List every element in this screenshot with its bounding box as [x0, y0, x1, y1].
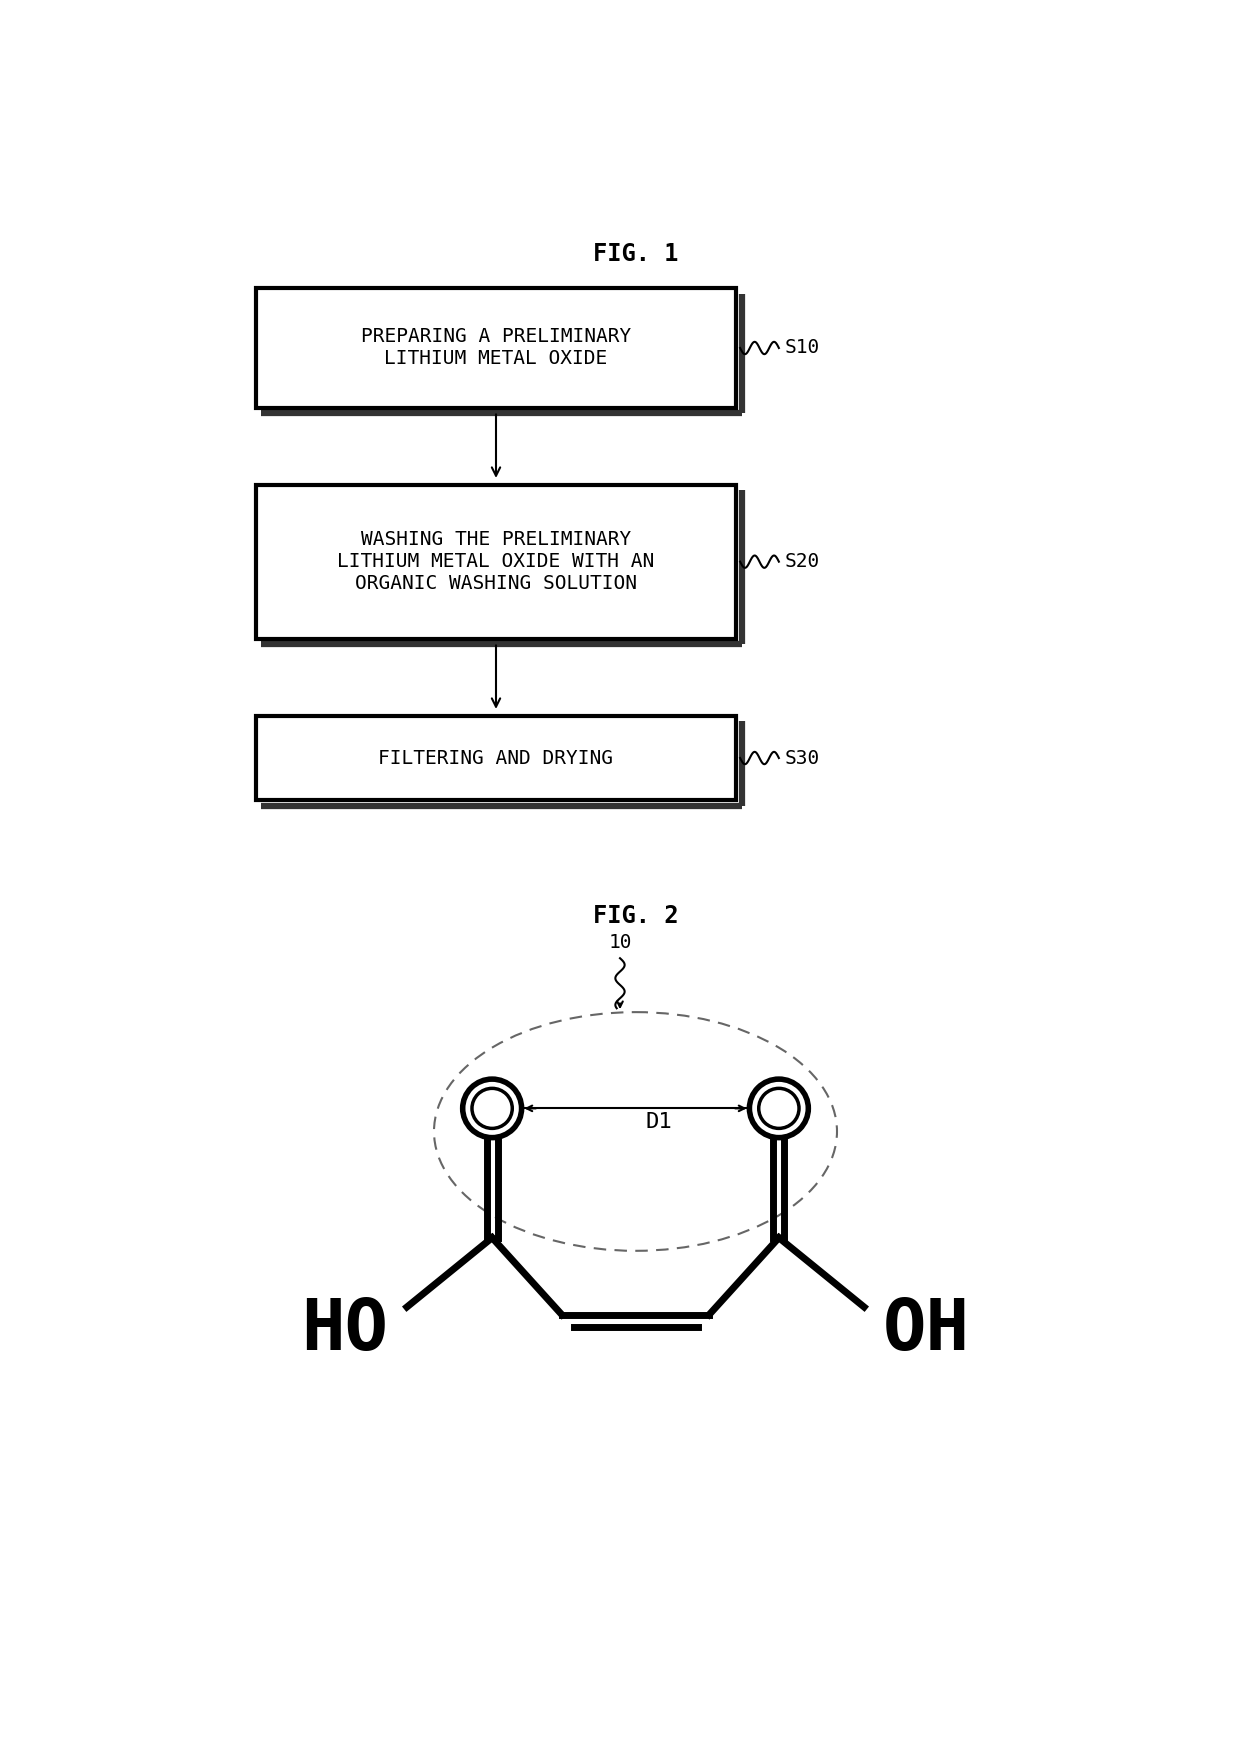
Bar [255, 484, 737, 639]
Circle shape [463, 1079, 522, 1138]
Text: PREPARING A PRELIMINARY
LITHIUM METAL OXIDE: PREPARING A PRELIMINARY LITHIUM METAL OX… [361, 328, 631, 368]
Text: HO: HO [301, 1296, 388, 1365]
Text: 10: 10 [609, 933, 631, 953]
Text: OH: OH [883, 1296, 970, 1365]
Text: FILTERING AND DRYING: FILTERING AND DRYING [378, 748, 614, 768]
Text: WASHING THE PRELIMINARY
LITHIUM METAL OXIDE WITH AN
ORGANIC WASHING SOLUTION: WASHING THE PRELIMINARY LITHIUM METAL OX… [337, 530, 655, 593]
Text: D1: D1 [645, 1113, 672, 1132]
Bar [255, 289, 737, 407]
Bar [255, 715, 737, 799]
Circle shape [749, 1079, 808, 1138]
Text: S10: S10 [785, 338, 821, 357]
Text: S20: S20 [785, 553, 821, 571]
Text: FIG. 1: FIG. 1 [593, 241, 678, 266]
Text: FIG. 2: FIG. 2 [593, 903, 678, 928]
Text: S30: S30 [785, 748, 821, 768]
